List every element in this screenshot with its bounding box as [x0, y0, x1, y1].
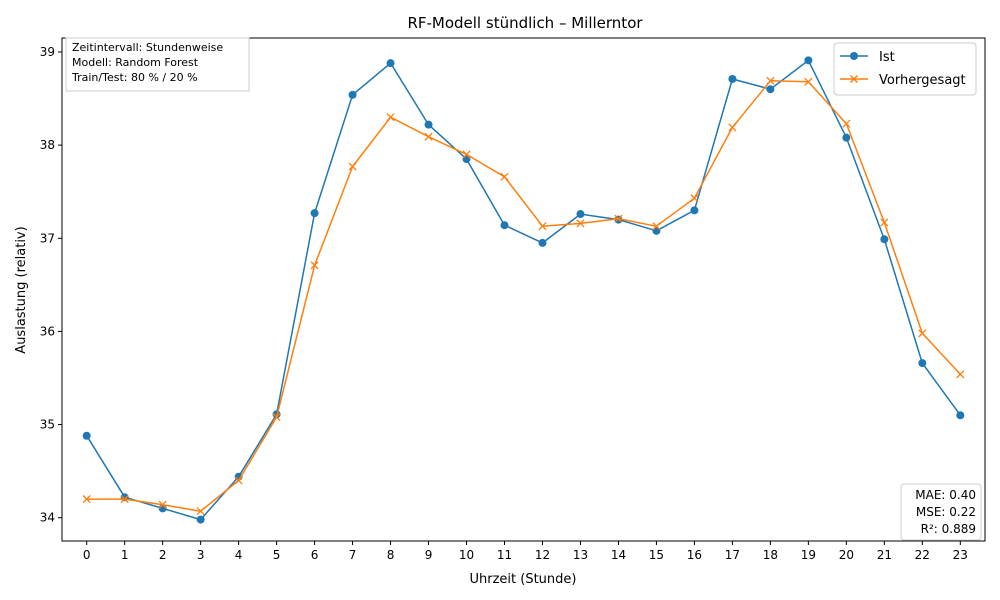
data-point-vorhergesagt — [842, 119, 851, 128]
legend-frame — [833, 42, 977, 96]
x-tick-label: 15 — [649, 548, 664, 562]
data-point-vorhergesagt — [158, 500, 167, 509]
data-point-ist — [348, 90, 357, 99]
info-line-split: Train/Test: 80 % / 20 % — [71, 71, 198, 84]
data-point-ist — [728, 74, 737, 83]
data-point-ist — [690, 206, 699, 215]
y-tick-label: 37 — [40, 231, 55, 245]
data-point-vorhergesagt — [500, 172, 509, 181]
data-point-vorhergesagt — [462, 150, 471, 159]
x-tick-label: 4 — [235, 548, 243, 562]
metric-r2: R²: 0.889 — [921, 522, 976, 536]
plot-area: 0 1 2 3 4 5 6 7 8 9 10 11 12 13 14 15 16 17 18 19 20 21 22 2334… — [40, 37, 986, 562]
x-tick-label: 7 — [349, 548, 357, 562]
x-tick-label: 8 — [387, 548, 395, 562]
data-point-vorhergesagt — [348, 162, 357, 171]
data-point-vorhergesagt — [310, 261, 319, 270]
x-tick-label: 11 — [497, 548, 512, 562]
x-tick-label: 2 — [159, 548, 167, 562]
legend-marker-vorhergesagt — [849, 74, 859, 84]
data-point-vorhergesagt — [538, 222, 547, 231]
series-line-vorhergesagt — [86, 80, 961, 512]
data-point-vorhergesagt — [82, 495, 91, 504]
data-point-ist — [880, 235, 889, 244]
x-tick-label: 23 — [953, 548, 968, 562]
legend: Ist Vorhergesagt — [833, 42, 977, 96]
x-tick-label: 13 — [573, 548, 588, 562]
info-line-interval: Zeitintervall: Stundenweise — [72, 41, 223, 54]
data-point-vorhergesagt — [424, 132, 433, 141]
x-tick-label: 10 — [459, 548, 474, 562]
info-box: Zeitintervall: Stundenweise Modell: Rand… — [65, 37, 250, 92]
chart-title: RF-Modell stündlich – Millerntor — [407, 14, 643, 32]
data-point-ist — [386, 59, 395, 68]
data-point-ist — [500, 221, 509, 230]
x-tick-label: 3 — [197, 548, 205, 562]
y-tick-label: 38 — [40, 138, 55, 152]
data-point-ist — [918, 359, 927, 368]
x-tick-label: 6 — [311, 548, 319, 562]
x-tick-label: 16 — [687, 548, 702, 562]
data-point-vorhergesagt — [386, 113, 395, 122]
data-point-vorhergesagt — [728, 123, 737, 132]
x-tick-label: 17 — [725, 548, 740, 562]
data-point-vorhergesagt — [880, 218, 889, 227]
data-point-ist — [424, 120, 433, 129]
info-box-frame — [65, 37, 250, 92]
x-tick-label: 12 — [535, 548, 550, 562]
data-point-vorhergesagt — [652, 222, 661, 231]
x-tick-label: 20 — [839, 548, 854, 562]
data-point-vorhergesagt — [766, 76, 775, 85]
legend-label-vorhergesagt: Vorhergesagt — [879, 73, 966, 88]
data-point-vorhergesagt — [614, 214, 623, 223]
data-point-ist — [82, 431, 91, 440]
x-tick-label: 22 — [915, 548, 930, 562]
data-point-vorhergesagt — [956, 370, 965, 379]
x-tick-label: 9 — [425, 548, 433, 562]
data-point-vorhergesagt — [196, 507, 205, 516]
data-point-vorhergesagt — [576, 219, 585, 228]
data-point-vorhergesagt — [804, 77, 813, 86]
data-point-ist — [766, 85, 775, 94]
x-tick-label: 18 — [763, 548, 778, 562]
axes-frame — [61, 37, 986, 542]
data-point-ist — [538, 238, 547, 247]
metrics-box: MAE: 0.40 MSE: 0.22 R²: 0.889 — [900, 483, 982, 541]
x-tick-label: 14 — [611, 548, 626, 562]
x-tick-label: 21 — [877, 548, 892, 562]
metrics-box-frame — [900, 483, 982, 541]
x-tick-label: 19 — [801, 548, 816, 562]
data-point-vorhergesagt — [120, 495, 129, 504]
data-point-ist — [196, 515, 205, 524]
x-axis-title: Uhrzeit (Stunde) — [470, 572, 577, 587]
data-point-ist — [652, 226, 661, 235]
data-point-ist — [804, 56, 813, 65]
legend-marker-ist — [850, 52, 858, 60]
data-point-ist — [576, 210, 585, 219]
metric-mae: MAE: 0.40 — [915, 488, 976, 502]
data-point-ist — [956, 411, 965, 420]
x-tick-label: 1 — [121, 548, 129, 562]
data-point-vorhergesagt — [234, 476, 243, 485]
y-tick-label: 34 — [40, 511, 55, 525]
data-point-ist — [310, 209, 319, 218]
x-tick-label: 0 — [83, 548, 91, 562]
series-line-ist — [86, 59, 961, 521]
data-point-vorhergesagt — [690, 194, 699, 203]
info-line-model: Modell: Random Forest — [72, 56, 199, 69]
y-axis-title: Auslastung (relativ) — [14, 226, 29, 353]
y-tick-label: 36 — [40, 324, 55, 338]
legend-label-ist: Ist — [879, 50, 895, 65]
metric-mse: MSE: 0.22 — [916, 505, 976, 519]
data-point-vorhergesagt — [918, 329, 927, 338]
y-tick-label: 35 — [40, 418, 55, 432]
y-tick-label: 39 — [40, 45, 55, 59]
x-tick-label: 5 — [273, 548, 281, 562]
data-point-vorhergesagt — [272, 413, 281, 422]
data-point-ist — [842, 133, 851, 142]
data-point-ist — [614, 215, 623, 224]
